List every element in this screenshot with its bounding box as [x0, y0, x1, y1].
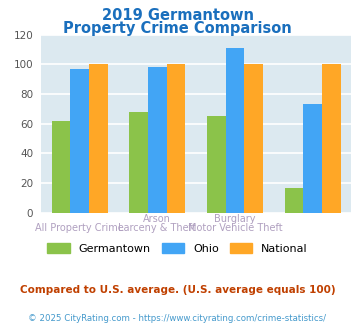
Bar	[89, 64, 108, 213]
Text: © 2025 CityRating.com - https://www.cityrating.com/crime-statistics/: © 2025 CityRating.com - https://www.city…	[28, 314, 327, 323]
Bar	[285, 187, 303, 213]
Bar	[322, 64, 340, 213]
Bar	[207, 116, 226, 213]
Text: Motor Vehicle Theft: Motor Vehicle Theft	[188, 223, 282, 233]
Text: Property Crime Comparison: Property Crime Comparison	[63, 21, 292, 36]
Bar	[244, 64, 263, 213]
Text: Burglary: Burglary	[214, 214, 256, 224]
Legend: Germantown, Ohio, National: Germantown, Ohio, National	[43, 239, 312, 258]
Bar	[226, 48, 244, 213]
Text: Compared to U.S. average. (U.S. average equals 100): Compared to U.S. average. (U.S. average …	[20, 285, 335, 295]
Bar	[52, 121, 70, 213]
Bar	[303, 104, 322, 213]
Text: Larceny & Theft: Larceny & Theft	[119, 223, 196, 233]
Bar	[129, 112, 148, 213]
Bar	[70, 69, 89, 213]
Text: 2019 Germantown: 2019 Germantown	[102, 8, 253, 23]
Text: All Property Crime: All Property Crime	[35, 223, 124, 233]
Bar	[166, 64, 185, 213]
Bar	[148, 67, 166, 213]
Text: Arson: Arson	[143, 214, 171, 224]
